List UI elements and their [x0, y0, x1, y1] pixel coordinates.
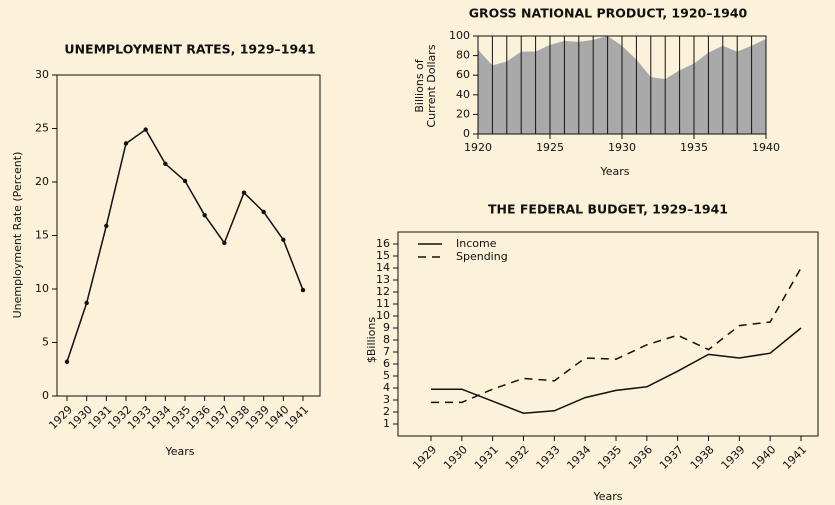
point	[163, 161, 168, 167]
x-tick-label: 1938	[688, 443, 717, 472]
y-tick-label: 9	[383, 321, 390, 334]
point	[143, 127, 148, 132]
point	[64, 359, 70, 364]
plot-frame	[56, 74, 321, 397]
x-tick-label: 1937	[657, 443, 686, 472]
x-tick-label: 1929	[410, 443, 439, 472]
y-tick-label: 15	[35, 229, 49, 242]
y-axis-label: $Billions	[365, 317, 378, 363]
y-tick-label: 4	[383, 381, 390, 394]
x-tick-label: 1920	[464, 141, 492, 154]
y-tick-label: 3	[383, 393, 390, 406]
point	[84, 300, 89, 306]
y-axis-label: Billions of	[413, 58, 426, 112]
x-tick-label: 1925	[536, 141, 564, 154]
plot-frame	[397, 231, 819, 437]
x-tick-label: 1930	[608, 141, 636, 154]
y-tick-label: 14	[376, 261, 390, 274]
x-tick-label: 1934	[564, 443, 593, 472]
x-axis-label: Years	[592, 490, 622, 503]
point	[182, 178, 188, 184]
y-tick-label: 11	[376, 297, 390, 310]
chart-title: GROSS NATIONAL PRODUCT, 1920–1940	[469, 6, 748, 21]
y-tick-label: 6	[383, 357, 390, 370]
y-tick-label: 25	[35, 122, 49, 135]
series-line	[431, 267, 802, 404]
y-tick-label: 0	[42, 389, 49, 402]
y-tick-label: 7	[383, 345, 390, 358]
y-tick-label: 12	[376, 285, 390, 298]
y-tick-label: 15	[376, 249, 390, 262]
y-tick-label: 100	[449, 29, 470, 42]
x-tick-label: 1941	[780, 443, 809, 472]
y-tick-label: 1	[383, 417, 390, 430]
point	[202, 212, 207, 218]
y-tick-label: 2	[383, 405, 390, 418]
x-tick-label: 1939	[719, 443, 748, 472]
x-axis-label: Years	[599, 165, 629, 178]
y-tick-label: 20	[456, 107, 470, 120]
x-tick-label: 1940	[749, 443, 778, 472]
y-tick-label: 8	[383, 333, 390, 346]
y-tick-label: 5	[42, 336, 49, 349]
y-tick-label: 16	[376, 237, 390, 250]
series-line	[431, 327, 802, 414]
legend-label: Spending	[456, 250, 508, 263]
y-axis-label: Current Dollars	[425, 44, 438, 127]
point	[241, 190, 247, 195]
y-tick-label: 10	[35, 282, 49, 295]
y-tick-label: 5	[383, 369, 390, 382]
point	[300, 287, 306, 293]
x-axis-label: Years	[164, 445, 194, 458]
chart-title: THE FEDERAL BUDGET, 1929–1941	[488, 202, 728, 217]
point	[261, 209, 266, 215]
plot-frame	[477, 35, 767, 135]
y-tick-label: 80	[456, 49, 470, 62]
x-tick-label: 1935	[595, 443, 624, 472]
x-tick-label: 1932	[503, 443, 532, 472]
y-tick-label: 0	[463, 127, 470, 140]
y-tick-label: 13	[376, 273, 390, 286]
y-tick-label: 10	[376, 309, 390, 322]
point	[123, 141, 129, 146]
x-tick-label: 1936	[626, 443, 655, 472]
chart-title: UNEMPLOYMENT RATES, 1929–1941	[64, 42, 315, 57]
point	[104, 223, 109, 229]
x-tick-label: 1933	[534, 443, 563, 472]
legend-label: Income	[456, 237, 497, 250]
x-tick-label: 1935	[680, 141, 708, 154]
y-tick-label: 60	[456, 68, 470, 81]
y-tick-label: 20	[35, 175, 49, 188]
x-tick-label: 1930	[441, 443, 470, 472]
y-tick-label: 30	[35, 68, 49, 81]
x-tick-label: 1931	[472, 443, 501, 472]
x-tick-label: 1940	[752, 141, 780, 154]
series-line	[66, 128, 304, 362]
point	[281, 237, 286, 242]
y-axis-label: Unemployment Rate (Percent)	[11, 152, 24, 319]
y-tick-label: 40	[456, 88, 470, 101]
point	[222, 240, 227, 246]
